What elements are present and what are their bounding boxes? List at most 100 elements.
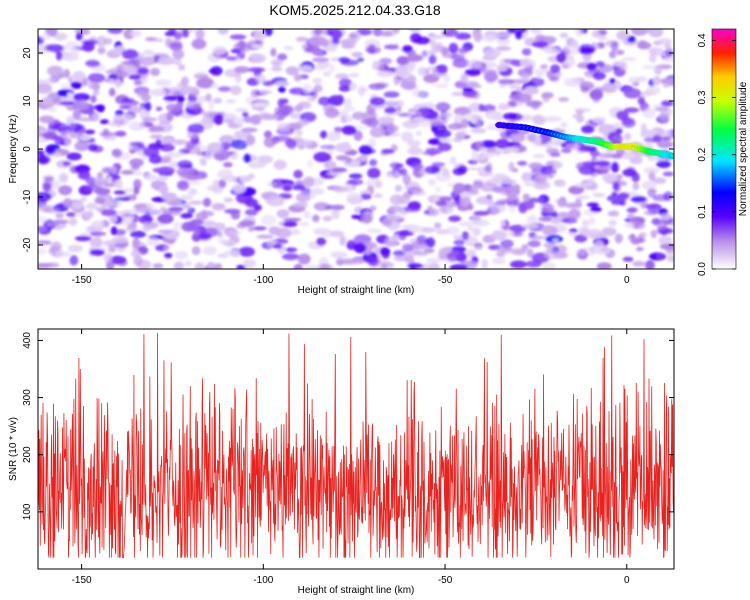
heatmap-cell	[188, 200, 204, 205]
heatmap-cell	[87, 73, 106, 83]
heatmap-cell	[532, 115, 547, 126]
heatmap-cell	[208, 69, 218, 74]
heatmap-cell	[577, 248, 588, 256]
colorbar-tick-label: 0.2	[697, 147, 708, 161]
heatmap-cell	[142, 56, 156, 65]
heatmap-cell	[252, 102, 270, 108]
heatmap-cell	[295, 129, 303, 137]
heatmap-cell	[293, 169, 303, 179]
heatmap-x-axis-label: Height of straight line (km)	[298, 285, 415, 296]
heatmap-cell	[564, 58, 576, 67]
heatmap-cell	[239, 220, 256, 227]
heatmap-cell	[154, 79, 173, 87]
heatmap-cell	[368, 266, 377, 269]
heatmap-cell	[624, 222, 635, 228]
heatmap-cell	[45, 145, 56, 155]
heatmap-cell	[351, 214, 361, 219]
heatmap-cell	[491, 230, 507, 241]
x-tick-label: -150	[72, 575, 92, 586]
heatmap-cell	[558, 97, 570, 102]
heatmap-cell	[223, 162, 233, 168]
heatmap-cell	[173, 261, 185, 269]
heatmap-cell	[330, 251, 348, 259]
heatmap-cell	[657, 38, 673, 45]
heatmap-cell	[602, 82, 618, 94]
heatmap-cell	[353, 243, 367, 254]
y-tick-label: 10	[22, 95, 33, 107]
heatmap-cell	[472, 115, 484, 120]
heatmap-cell	[69, 130, 84, 139]
heatmap-cell	[91, 112, 102, 122]
heatmap-cell	[49, 77, 57, 82]
heatmap-cell	[466, 166, 483, 171]
heatmap-cell	[338, 57, 350, 63]
heatmap-cell	[59, 101, 77, 106]
heatmap-cell	[96, 35, 107, 47]
heatmap-cell	[630, 237, 646, 244]
heatmap-cell	[588, 217, 596, 225]
heatmap-cell	[434, 83, 449, 88]
heatmap-cell	[431, 162, 446, 167]
heatmap-cell	[615, 148, 625, 156]
heatmap-cell	[626, 207, 638, 213]
heatmap-cell	[464, 68, 482, 77]
heatmap-cell	[128, 121, 146, 131]
heatmap-cell	[112, 235, 129, 244]
heatmap-cell	[483, 151, 496, 158]
heatmap-cell	[103, 253, 113, 263]
heatmap-cell	[616, 110, 629, 121]
heatmap-cell	[207, 261, 215, 268]
heatmap-cell	[524, 179, 536, 187]
heatmap-cell	[263, 29, 273, 37]
x-tick-label: -50	[438, 275, 453, 286]
heatmap-cell	[580, 86, 590, 93]
heatmap-cell	[542, 262, 557, 269]
heatmap-cell	[667, 79, 674, 86]
heatmap-cell	[465, 81, 479, 87]
heatmap-cell	[347, 239, 355, 246]
x-tick-label: 0	[624, 275, 630, 286]
heatmap-cell	[617, 192, 630, 200]
heatmap-cell	[491, 257, 507, 265]
heatmap-cell	[423, 74, 440, 83]
heatmap-cell	[127, 145, 138, 151]
heatmap-cell	[656, 252, 665, 260]
heatmap-cell	[252, 226, 267, 231]
heatmap-cell	[507, 230, 515, 237]
heatmap-cell	[235, 107, 249, 113]
figure-title: KOM5.2025.212.04.33.G18	[269, 2, 440, 18]
heatmap-cell	[407, 147, 423, 156]
heatmap-cell	[45, 44, 64, 53]
heatmap-cell	[208, 98, 215, 110]
heatmap-cell	[449, 264, 468, 269]
heatmap-cell	[492, 173, 509, 185]
heatmap-cell	[291, 184, 306, 191]
heatmap-cell	[597, 35, 608, 41]
heatmap-cell	[531, 41, 549, 48]
heatmap-cell	[508, 204, 516, 213]
snr-x-axis-label: Height of straight line (km)	[298, 585, 415, 596]
heatmap-cell	[504, 179, 517, 185]
heatmap-cell	[555, 181, 566, 187]
heatmap-cell	[435, 42, 443, 53]
heatmap-cell	[472, 227, 481, 236]
heatmap-cell	[409, 29, 422, 32]
heatmap-cell	[626, 213, 635, 221]
heatmap-cell	[296, 119, 310, 126]
heatmap-cell	[293, 73, 302, 82]
heatmap-cell	[292, 201, 309, 208]
heatmap-cell	[560, 148, 572, 153]
heatmap-cell	[85, 60, 100, 67]
heatmap-cell	[467, 225, 475, 232]
heatmap-cell	[462, 87, 474, 93]
heatmap-cell	[101, 167, 111, 174]
heatmap-cell	[39, 115, 55, 124]
heatmap-cell	[612, 182, 620, 191]
heatmap-cell	[123, 187, 134, 193]
heatmap-cell	[395, 99, 405, 108]
heatmap-cell	[108, 121, 125, 127]
heatmap-cell	[311, 57, 330, 63]
heatmap-cell	[323, 71, 331, 77]
heatmap-cell	[380, 247, 391, 257]
heatmap-cell	[168, 200, 181, 207]
